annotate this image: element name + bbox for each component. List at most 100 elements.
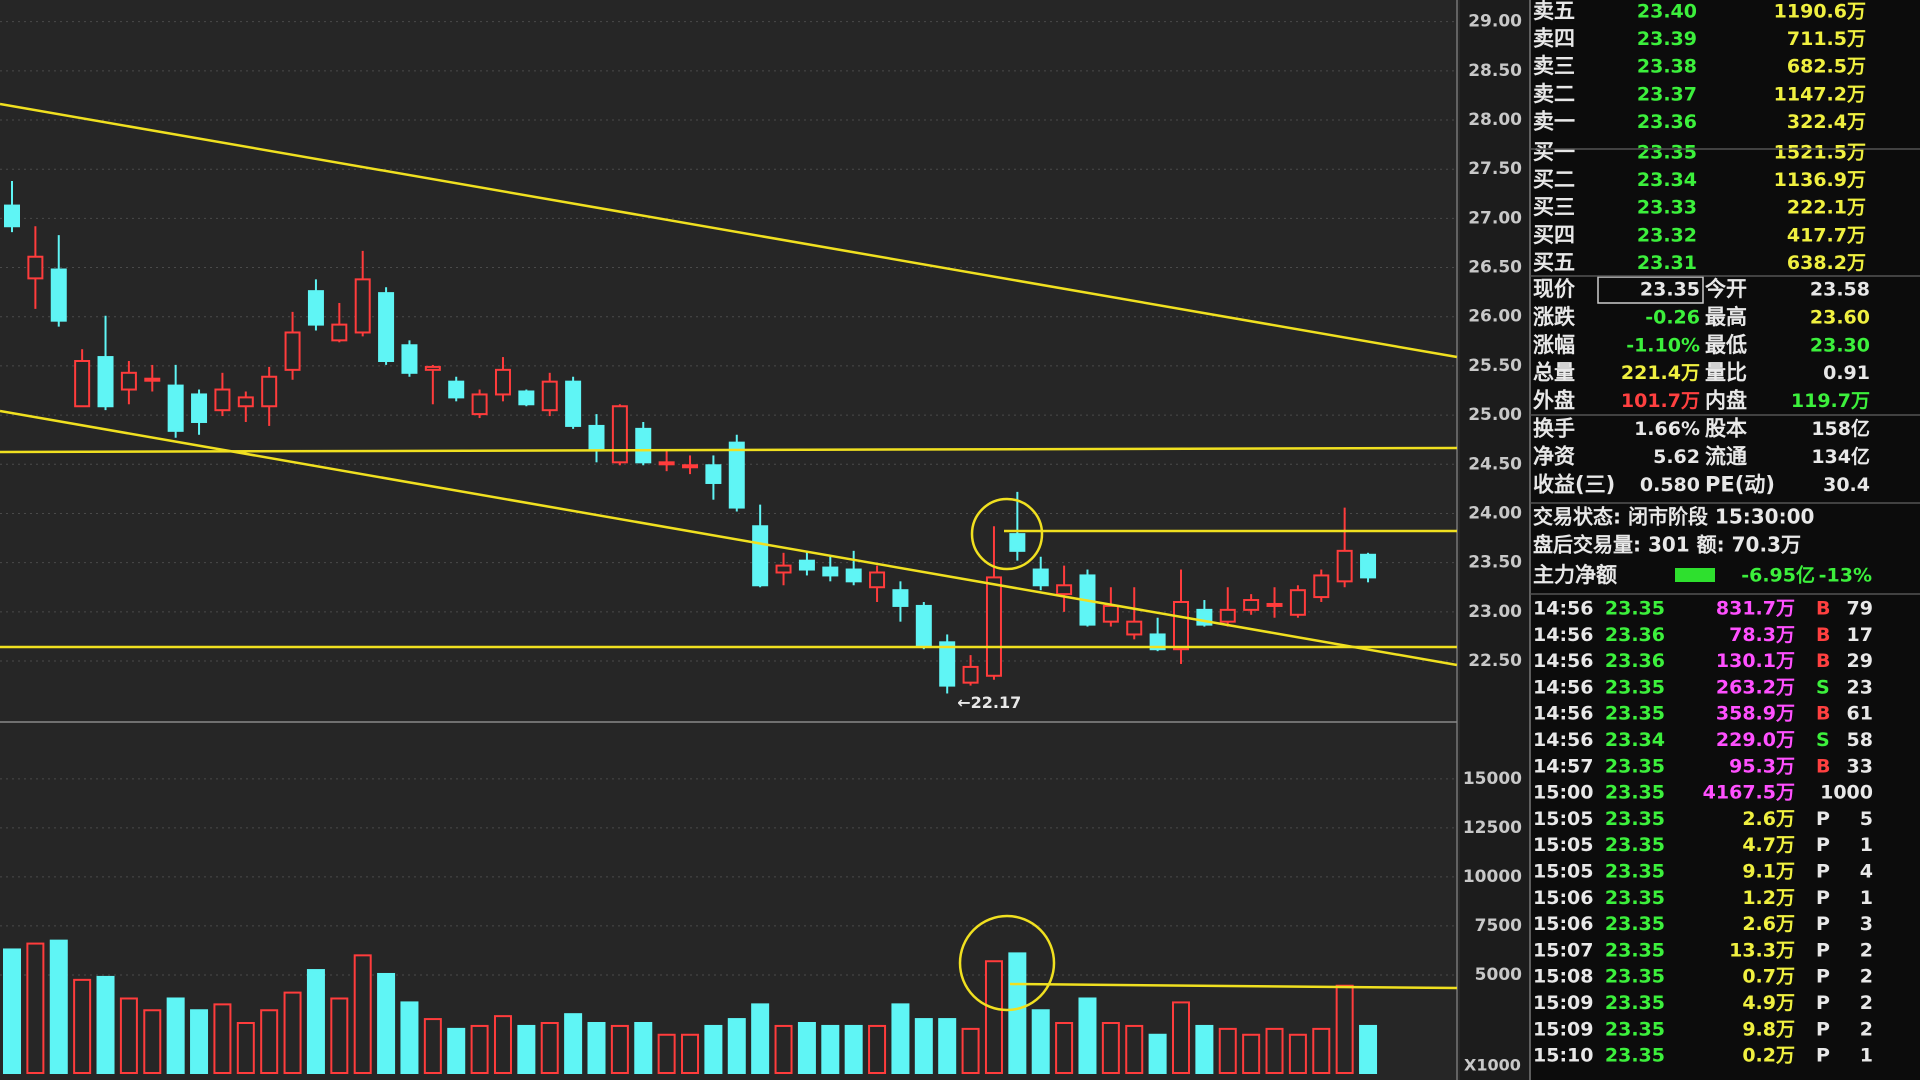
panel-text: P — [1816, 887, 1830, 909]
panel-text: 711.5万 — [1787, 28, 1866, 50]
candle-body — [635, 427, 652, 464]
candle-body — [378, 292, 395, 362]
y-tick-label: 28.00 — [1468, 110, 1522, 130]
panel-text: 现价 — [1533, 277, 1576, 301]
panel-text: 23.37 — [1637, 83, 1697, 105]
candle-body — [1289, 589, 1306, 616]
panel-text: 23.30 — [1810, 334, 1870, 356]
panel-text: 买三 — [1533, 195, 1575, 219]
price-box — [1597, 276, 1704, 304]
panel-text: 23.35 — [1605, 1045, 1665, 1067]
volume-bar — [353, 954, 372, 1075]
volume-bar — [143, 1009, 162, 1075]
panel-text: 23.35 — [1605, 861, 1665, 883]
panel-text: 最高 — [1705, 305, 1747, 329]
panel-text: 14:56 — [1533, 703, 1593, 725]
panel-text: P — [1816, 1018, 1830, 1040]
volume-bar — [1359, 1024, 1378, 1075]
panel-text: 0.7万 — [1742, 966, 1795, 988]
highlight-circle — [958, 914, 1056, 1012]
panel-text: 涨跌 — [1533, 305, 1576, 329]
candle-body — [682, 464, 699, 469]
panel-text: 23.35 — [1605, 939, 1665, 961]
panel-text: 23.35 — [1605, 598, 1665, 620]
panel-text: 831.7万 — [1716, 598, 1795, 620]
volume-bar — [96, 975, 115, 1074]
volume-bar — [961, 1027, 980, 1074]
panel-text: 23.36 — [1605, 624, 1665, 646]
candle-body — [1102, 604, 1119, 623]
panel-text: 交易状态: 闭市阶段 15:30:00 — [1533, 505, 1814, 529]
volume-bar — [727, 1018, 746, 1075]
panel-text: 23.58 — [1810, 279, 1870, 301]
volume-bar — [517, 1024, 536, 1075]
panel-text: 13.3万 — [1729, 939, 1795, 961]
panel-text: 61 — [1847, 703, 1873, 725]
panel-text: 134亿 — [1811, 445, 1870, 468]
level-line — [1009, 982, 1458, 990]
panel-text: 130.1万 — [1716, 650, 1795, 672]
candle-body — [471, 393, 488, 416]
panel-text: 23.35 — [1605, 966, 1665, 988]
y-tick-label: 27.50 — [1468, 159, 1522, 179]
panel-text: 23.35 — [1605, 834, 1665, 856]
panel-text: 15:09 — [1533, 992, 1593, 1014]
volume-bar — [26, 942, 45, 1074]
panel-text: 158亿 — [1811, 417, 1870, 440]
panel-text: 涨幅 — [1533, 333, 1575, 357]
panel-text: -1.10% — [1626, 334, 1700, 356]
panel-text: 今开 — [1705, 277, 1747, 301]
candle-body — [939, 641, 956, 687]
candle-body — [869, 571, 886, 589]
panel-text: 4167.5万 — [1703, 782, 1795, 804]
y-tick-label: 23.00 — [1468, 602, 1522, 622]
panel-text: 23.35 — [1605, 913, 1665, 935]
panel-text: -0.26 — [1645, 306, 1700, 328]
panel-text: 14:56 — [1533, 624, 1593, 646]
panel-text: B — [1816, 598, 1830, 620]
panel-text: 卖三 — [1533, 54, 1575, 78]
panel-text: 23.35 — [1637, 142, 1697, 164]
panel-text: 1000 — [1820, 782, 1873, 804]
candle-body — [915, 604, 932, 648]
panel-text: 263.2万 — [1716, 676, 1795, 698]
volume-bar — [1031, 1009, 1050, 1075]
level-line — [0, 446, 1458, 454]
panel-text: 1 — [1860, 1045, 1873, 1067]
panel-text: 15:06 — [1533, 913, 1593, 935]
y-tick-label: 10000 — [1463, 867, 1522, 887]
volume-bar — [634, 1021, 653, 1074]
panel-text: P — [1816, 966, 1830, 988]
panel-text: P — [1816, 834, 1830, 856]
y-tick-label: 24.00 — [1468, 503, 1522, 523]
panel-text: 1521.5万 — [1774, 142, 1866, 164]
panel-text: 23.35 — [1640, 279, 1700, 301]
panel-text: 15:05 — [1533, 834, 1593, 856]
volume-bar — [704, 1024, 723, 1075]
volume-bar — [1242, 1033, 1261, 1075]
candle-body — [1009, 533, 1026, 552]
candle-body — [518, 390, 535, 406]
volume-bar — [213, 1003, 232, 1074]
volume-bar — [1125, 1024, 1144, 1075]
panel-text: 买一 — [1533, 140, 1575, 164]
volume-bar — [1055, 1021, 1074, 1074]
panel-text: 638.2万 — [1787, 252, 1866, 274]
candle-body — [892, 589, 909, 607]
panel-text: 0.91 — [1823, 362, 1870, 384]
volume-bar — [1312, 1027, 1331, 1074]
panel-text: 23.60 — [1810, 306, 1870, 328]
marks: 29.00 28.50 28.00 27.50 27.00 26.50 26.00 25.50… — [0, 0, 1873, 1075]
panel-text: B — [1816, 650, 1830, 672]
y-tick-label: 7500 — [1475, 916, 1522, 936]
panel-text: 最低 — [1705, 333, 1747, 357]
volume-bar — [166, 997, 185, 1074]
candle-body — [4, 204, 20, 228]
panel-text: 盘后交易量: 301 额: 70.3万 — [1533, 533, 1801, 557]
volume-bar — [914, 1018, 933, 1075]
volume-bar — [774, 1024, 793, 1075]
candle-body — [541, 380, 558, 412]
panel-text: 417.7万 — [1787, 224, 1866, 246]
panel-text: 2 — [1860, 992, 1873, 1014]
